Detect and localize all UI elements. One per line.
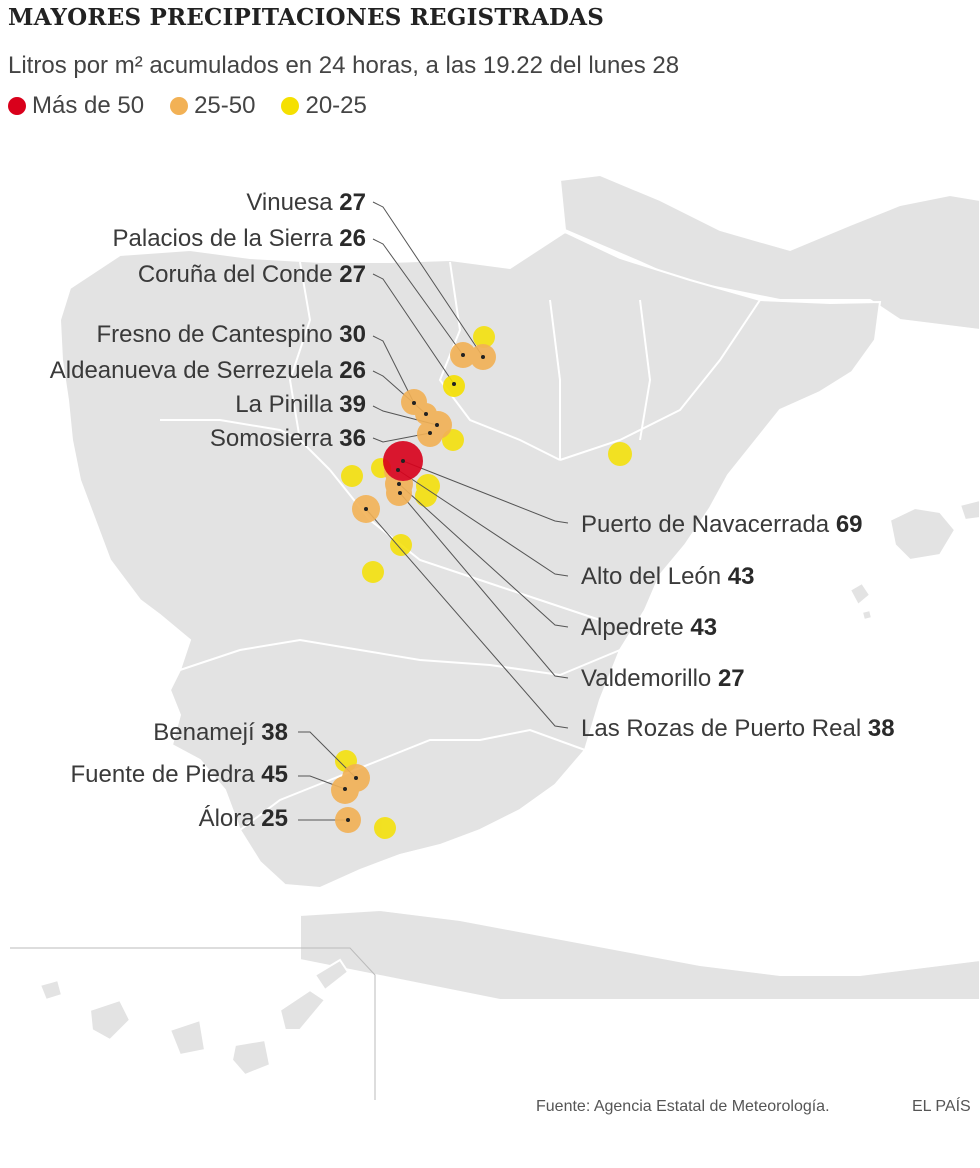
legend-label-medium: 25-50 [194,92,256,119]
station-circle [362,561,384,583]
station-circle [341,465,363,487]
station-circle [390,534,412,556]
legend-item-medium: 25-50 [170,92,255,120]
label-fuentedepiedra: Fuente de Piedra 45 [71,761,289,788]
label-navacerrada: Puerto de Navacerrada 69 [581,511,863,538]
leader-line-valdemorillo [399,492,569,679]
formentera-land [860,608,874,622]
unlabeled-stations [335,326,632,839]
labels-left: Vinuesa 27 Palacios de la Sierra 26 Coru… [50,189,366,832]
station-circle [608,442,632,466]
label-altodelleon: Alto del León 43 [581,563,754,590]
canary-island-6 [313,958,350,992]
leader-line-alpedrete [398,483,569,628]
legend-dot-low [281,97,300,115]
canary-island-1 [38,978,64,1002]
label-fresno: Fresno de Cantespino 30 [96,321,366,348]
ibiza-land [848,581,872,607]
station-circle [374,817,396,839]
label-aldeanueva: Aldeanueva de Serrezuela 26 [50,357,366,384]
leader-line-palacios [372,238,464,356]
legend-label-high: Más de 50 [32,92,145,119]
label-lapinilla: La Pinilla 39 [235,391,366,418]
iberia-land [58,230,882,890]
label-alora: Álora 25 [199,805,288,832]
leader-lines [298,201,569,821]
legend-dot-medium [170,97,189,115]
canary-island-3 [168,1018,207,1057]
map-title: MAYORES PRECIPITACIONES REGISTRADAS [8,4,605,31]
canary-island-4 [230,1038,272,1077]
canary-island-2 [88,998,132,1042]
label-somosierra: Somosierra 36 [210,425,366,452]
leader-line-coruna [372,273,455,385]
legend-label-low: 20-25 [305,92,367,119]
brand-credit: EL PAÍS [912,1098,971,1115]
anchor-dots [343,353,485,822]
label-palacios: Palacios de la Sierra 26 [113,225,367,252]
africa-land [299,908,980,1001]
leader-line-benameji [298,731,357,779]
mallorca-land [888,506,957,562]
label-vinuesa: Vinuesa 27 [246,189,366,216]
canary-inset-frame [10,947,376,1100]
leader-line-lasrozas [365,508,569,729]
menorca-land [958,498,980,522]
leader-line-vinuesa [372,201,484,358]
canary-island-5 [278,988,327,1031]
leader-line-navacerrada [402,460,569,524]
source-note: Fuente: Agencia Estatal de Meteorología. [536,1098,830,1115]
station-circle [415,485,437,507]
legend-item-high: Más de 50 [8,92,144,120]
station-circle [473,326,495,348]
leader-line-somosierra [372,432,431,443]
label-valdemorillo: Valdemorillo 27 [581,665,745,692]
legend-dot-high [8,97,26,115]
label-coruna: Coruña del Conde 27 [138,261,366,288]
label-benameji: Benamejí 38 [153,719,288,746]
map-subtitle: Litros por m² acumulados en 24 horas, a … [8,52,680,79]
land-layer [38,173,980,1077]
label-alpedrete: Alpedrete 43 [581,614,717,641]
legend: Más de 50 25-50 20-25 [8,92,367,120]
france-land [558,173,980,332]
legend-item-low: 20-25 [281,92,367,120]
leader-line-fresno [372,335,415,404]
leader-line-altodelleon [397,469,569,577]
label-lasrozas: Las Rozas de Puerto Real 38 [581,715,895,742]
labels-right: Puerto de Navacerrada 69 Alto del León 4… [581,511,895,742]
